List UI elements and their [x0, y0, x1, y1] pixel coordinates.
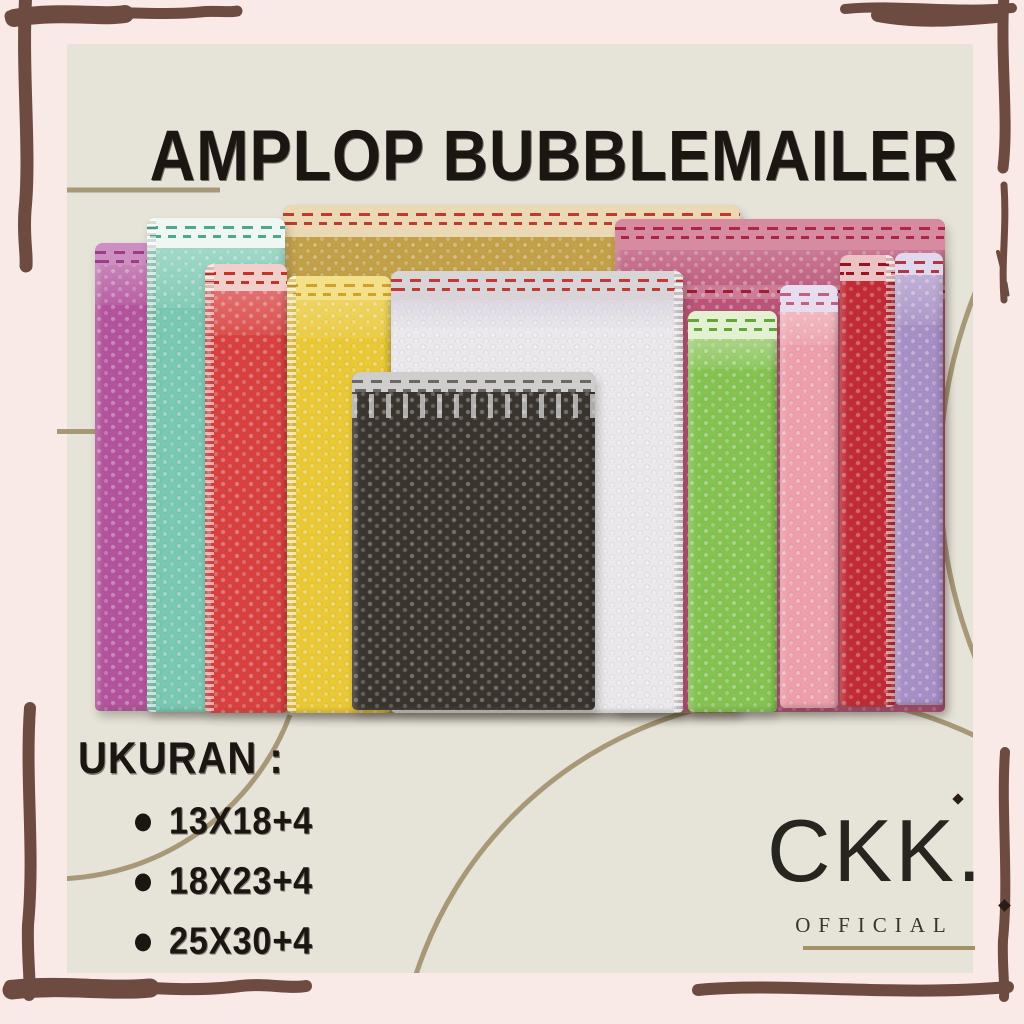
envelope-dark-red — [840, 255, 895, 707]
tape-strip — [688, 311, 777, 339]
flap-film — [780, 312, 838, 345]
tape-strip — [615, 219, 945, 250]
tan-line-left — [57, 429, 100, 434]
tape-strip — [205, 264, 287, 291]
poster-title: AMPLOP BUBBLEMAILER — [149, 116, 959, 196]
sizes-heading: UKURAN : — [78, 734, 284, 784]
bullet-dot — [135, 812, 151, 831]
flap-film — [287, 300, 391, 338]
envelope-green — [688, 311, 777, 712]
brand-logo-block: CKK. OFFICIAL — [767, 801, 985, 950]
brand-underline — [803, 945, 975, 950]
brand-subtitle: OFFICIAL — [795, 912, 954, 937]
envelope-lavender — [895, 253, 943, 705]
tan-arc-bottom-left — [67, 714, 293, 882]
size-item: 25X30+4 — [78, 920, 313, 964]
size-item: 13X18+4 — [78, 800, 313, 844]
tape-strip — [780, 285, 838, 312]
tape-strip — [147, 218, 285, 248]
size-item-label: 18X23+4 — [169, 860, 314, 903]
bullet-dot — [135, 872, 151, 891]
envelope-light-pink — [780, 285, 838, 708]
tape-strip — [840, 255, 895, 281]
size-item: 18X23+4 — [78, 860, 313, 904]
tape-strip — [287, 276, 391, 300]
sizes-section: UKURAN : 13X18+4 18X23+4 25X30+4 — [78, 734, 313, 963]
size-item-label: 25X30+4 — [169, 920, 314, 963]
tape-strip — [352, 372, 595, 392]
sizes-list: 13X18+4 18X23+4 25X30+4 — [78, 800, 313, 963]
envelope-black — [352, 372, 595, 710]
flap-film — [205, 291, 287, 335]
tape-strip — [391, 271, 683, 300]
flap-film — [895, 275, 943, 325]
tape-strip — [895, 253, 943, 275]
flap-film — [391, 300, 683, 333]
flap-film — [688, 339, 777, 369]
bubble-glint — [352, 394, 595, 418]
size-item-label: 13X18+4 — [169, 800, 314, 843]
bullet-dot — [135, 932, 151, 951]
brand-name: CKK. — [767, 801, 985, 900]
envelope-red — [205, 264, 287, 713]
